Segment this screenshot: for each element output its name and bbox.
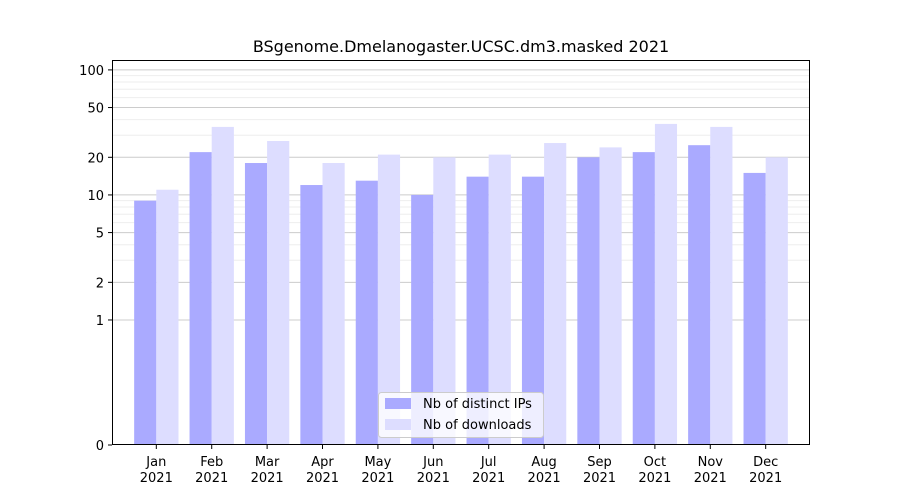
y-axis: 0 1 2 5 10 20 50 100 bbox=[79, 64, 112, 454]
bar-distinct-ips bbox=[411, 194, 434, 445]
x-tick-label: Aug 2021 bbox=[528, 455, 561, 486]
bar-downloads bbox=[322, 163, 345, 445]
bar-downloads bbox=[544, 143, 567, 445]
bar-downloads bbox=[211, 126, 234, 446]
plot-frame bbox=[112, 60, 810, 445]
bar-downloads bbox=[599, 147, 622, 446]
legend-swatch-downloads bbox=[385, 419, 411, 430]
x-axis: Jan 2021 Feb 2021 Mar 2021 Apr 2021 May 2021 Jun 20… bbox=[140, 445, 782, 486]
chart-title: BSgenome.Dmelanogaster.UCSC.dm3.masked 2… bbox=[253, 37, 669, 56]
legend-swatch-ips bbox=[385, 398, 411, 409]
y-tick-label: 50 bbox=[87, 102, 104, 117]
x-tick-label: Jun 2021 bbox=[417, 455, 450, 486]
y-tick-label: 1 bbox=[96, 314, 104, 329]
bar-distinct-ips bbox=[577, 157, 600, 445]
y-tick-label: 0 bbox=[96, 439, 104, 454]
y-tick-label: 2 bbox=[96, 276, 104, 291]
bar-downloads bbox=[710, 126, 733, 446]
bar-distinct-ips bbox=[300, 185, 323, 445]
bars bbox=[134, 123, 788, 446]
bar-downloads bbox=[654, 123, 678, 445]
legend-label-downloads: Nb of downloads bbox=[423, 418, 532, 433]
y-tick-label: 10 bbox=[87, 189, 104, 204]
bar-downloads bbox=[156, 189, 179, 445]
bar-downloads bbox=[433, 157, 456, 445]
bar-distinct-ips bbox=[189, 152, 212, 445]
x-tick-label: May 2021 bbox=[361, 455, 394, 486]
bar-downloads bbox=[267, 140, 290, 445]
bar-distinct-ips bbox=[355, 180, 378, 445]
x-tick-label: Sep 2021 bbox=[583, 455, 616, 486]
y-tick-label: 100 bbox=[79, 64, 104, 79]
y-tick-label: 5 bbox=[96, 227, 104, 242]
bar-distinct-ips bbox=[244, 163, 268, 445]
bar-downloads bbox=[765, 157, 788, 445]
x-tick-label: Oct 2021 bbox=[638, 455, 671, 486]
legend: Nb of distinct IPs Nb of downloads bbox=[378, 392, 544, 438]
bar-downloads bbox=[377, 154, 401, 446]
legend-label-ips: Nb of distinct IPs bbox=[423, 397, 532, 412]
x-tick-label: Apr 2021 bbox=[306, 455, 339, 486]
bar-distinct-ips bbox=[632, 152, 655, 445]
x-tick-label: Feb 2021 bbox=[195, 455, 228, 486]
x-tick-label: Dec 2021 bbox=[749, 455, 782, 486]
bar-distinct-ips bbox=[466, 176, 489, 445]
legend-box bbox=[378, 392, 544, 438]
x-tick-label: Mar 2021 bbox=[251, 455, 284, 486]
y-tick-label: 20 bbox=[87, 151, 104, 166]
bar-distinct-ips bbox=[688, 145, 711, 445]
bar-distinct-ips bbox=[134, 200, 157, 445]
x-tick-label: Nov 2021 bbox=[694, 455, 727, 486]
bar-distinct-ips bbox=[743, 172, 766, 445]
x-tick-label: Jan 2021 bbox=[140, 455, 173, 486]
x-tick-label: Jul 2021 bbox=[472, 455, 505, 486]
bar-distinct-ips bbox=[521, 176, 545, 445]
bar-downloads bbox=[488, 154, 511, 446]
